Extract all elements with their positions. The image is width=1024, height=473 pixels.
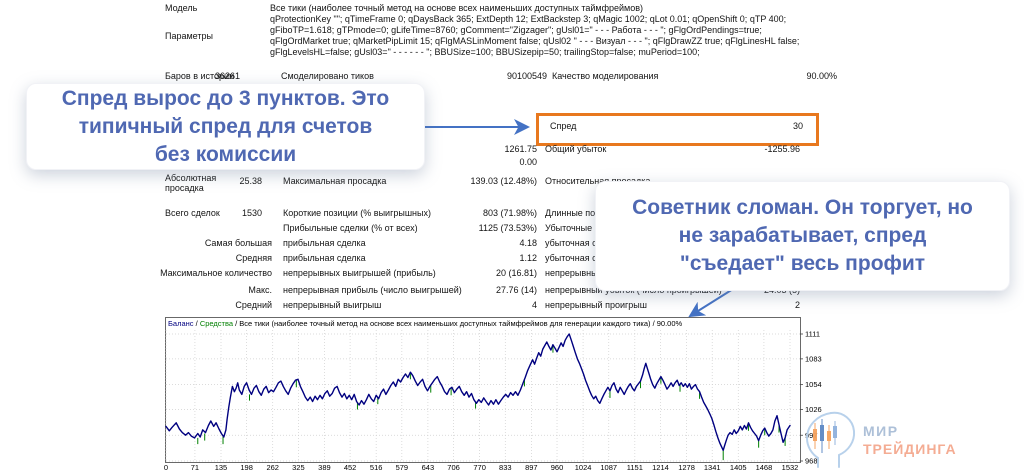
spread-label: Спред — [550, 121, 577, 131]
row-value: 27.76 (14) — [495, 285, 537, 295]
svg-text:135: 135 — [215, 463, 228, 472]
gross-loss-value: -1255.96 — [764, 144, 800, 154]
row-value: 139.03 (12.48%) — [470, 176, 537, 186]
model-value: Все тики (наиболее точный метод на основ… — [270, 3, 643, 13]
svg-text:1532: 1532 — [782, 463, 799, 472]
parameters-line: qFlgOrdMarket true; qMarketPipLimit 15; … — [270, 36, 800, 46]
svg-text:1278: 1278 — [678, 463, 695, 472]
svg-text:1083: 1083 — [805, 354, 822, 363]
model-label: Модель — [165, 3, 198, 13]
balance-chart: 1111 1083 1054 1026 997 968 0 71 135 198 262 325 389… — [164, 317, 822, 472]
parameters-line: qProtectionKey ""; qTimeFrame 0; qDaysBa… — [270, 14, 787, 24]
svg-text:579: 579 — [396, 463, 409, 472]
expected-payoff-value: 0.00 — [519, 157, 537, 167]
row-label: прибыльная сделка — [283, 238, 366, 248]
row-label: Прибыльные сделки (% от всех) — [283, 223, 418, 233]
svg-text:Баланс / Средства / Все тики (: Баланс / Средства / Все тики (наиболее т… — [168, 319, 683, 328]
svg-text:0: 0 — [164, 463, 168, 472]
row-label: Короткие позиции (% выигрышных) — [283, 208, 431, 218]
row-label: прибыльная сделка — [283, 253, 366, 263]
svg-text:997: 997 — [805, 431, 818, 440]
svg-text:262: 262 — [266, 463, 279, 472]
row-label: Максимальное количество — [160, 268, 272, 278]
bars-in-history-label: Баров в истории — [165, 71, 235, 81]
row-label: Средний — [235, 300, 272, 310]
svg-text:1468: 1468 — [756, 463, 773, 472]
row-value: 20 (16.81) — [495, 268, 537, 278]
watermark-text-mir: МИР — [863, 423, 899, 439]
svg-text:1026: 1026 — [805, 405, 822, 414]
svg-text:71: 71 — [191, 463, 199, 472]
svg-text:1405: 1405 — [730, 463, 747, 472]
row-value: 1125 (73.53%) — [478, 223, 537, 233]
svg-text:1024: 1024 — [575, 463, 592, 472]
ticks-modelled-label: Смоделировано тиков — [281, 71, 374, 81]
svg-text:643: 643 — [422, 463, 435, 472]
head-profile-icon — [805, 411, 856, 468]
svg-text:960: 960 — [551, 463, 564, 472]
watermark-logo: МИР ТРЕЙДИНГА — [805, 411, 957, 468]
row-label: непрерывных выигрышей (прибыль) — [283, 268, 436, 278]
row-label: непрерывная прибыль (число выигрышей) — [283, 285, 462, 295]
spread-highlight-box — [536, 113, 819, 146]
svg-text:968: 968 — [805, 457, 818, 466]
callout-line: не зарабатывает, спред — [678, 224, 927, 247]
row-label: Максимальная просадка — [283, 176, 387, 186]
callout-line: Спред вырос до 3 пунктов. Это — [61, 86, 390, 110]
svg-text:452: 452 — [344, 463, 357, 472]
svg-text:198: 198 — [240, 463, 253, 472]
svg-text:389: 389 — [318, 463, 331, 472]
callout-line: Советник сломан. Он торгует, но — [632, 196, 973, 219]
parameters-label: Параметры — [165, 31, 213, 41]
callout-line: "съедает" весь профит — [679, 252, 926, 275]
row-label: Средняя — [235, 253, 272, 263]
row-label: Самая большая — [204, 238, 272, 248]
row-value: 4 — [531, 300, 537, 310]
svg-text:833: 833 — [499, 463, 512, 472]
svg-text:1087: 1087 — [600, 463, 617, 472]
svg-text:1111: 1111 — [805, 330, 820, 339]
row-value: 2 — [794, 300, 800, 310]
svg-text:325: 325 — [292, 463, 305, 472]
row-value: 4.18 — [519, 238, 537, 248]
svg-text:897: 897 — [525, 463, 538, 472]
svg-text:1151: 1151 — [627, 463, 643, 472]
svg-text:516: 516 — [370, 463, 383, 472]
row-label: непрерывный проигрыш — [545, 300, 647, 310]
parameters-line: gFiboTP=1.618; gTPmode=0; gLifeTime=8760… — [270, 25, 762, 35]
row-value: 803 (71.98%) — [482, 208, 537, 218]
callout-line: без комиссии — [154, 142, 297, 166]
row-value: 1530 — [241, 208, 262, 218]
row-label: Абсолютная просадка — [165, 173, 217, 193]
callout-card-broken-ea: Советник сломан. Он торгует, но не зараб… — [595, 181, 1010, 291]
ticks-modelled-value: 90100549 — [506, 71, 547, 81]
callout-card-spread: Спред вырос до 3 пунктов. Это типичный с… — [26, 83, 425, 170]
svg-text:1214: 1214 — [652, 463, 669, 472]
svg-text:770: 770 — [473, 463, 486, 472]
spread-value: 30 — [792, 121, 803, 131]
row-value: 1.12 — [519, 253, 537, 263]
svg-text:706: 706 — [447, 463, 460, 472]
row-label: Относительная просадка — [545, 176, 651, 186]
row-label: Всего сделок — [165, 208, 220, 218]
modelling-quality-label: Качество моделирования — [552, 71, 659, 81]
parameters-line: gFlgLevelsHL=false; gUsl03=" - - - - - -… — [270, 47, 700, 57]
row-label: Макс. — [248, 285, 272, 295]
callout-line: типичный спред для счетов — [78, 114, 373, 138]
bars-in-history-value: 36261 — [214, 71, 240, 81]
row-label: непрерывный выигрыш — [283, 300, 382, 310]
gross-loss-label: Общий убыток — [545, 144, 607, 154]
candlestick-icon — [813, 419, 837, 453]
svg-text:1054: 1054 — [805, 380, 822, 389]
row-label: убыточная сделка — [545, 238, 621, 248]
watermark-text-trading: ТРЕЙДИНГА — [863, 440, 957, 457]
modelling-quality-value: 90.00% — [806, 71, 837, 81]
row-label: убыточная сделка — [545, 253, 621, 263]
svg-text:1341: 1341 — [704, 463, 721, 472]
gross-profit-value: 1261.75 — [504, 144, 537, 154]
row-value: 25.38 — [239, 176, 262, 186]
